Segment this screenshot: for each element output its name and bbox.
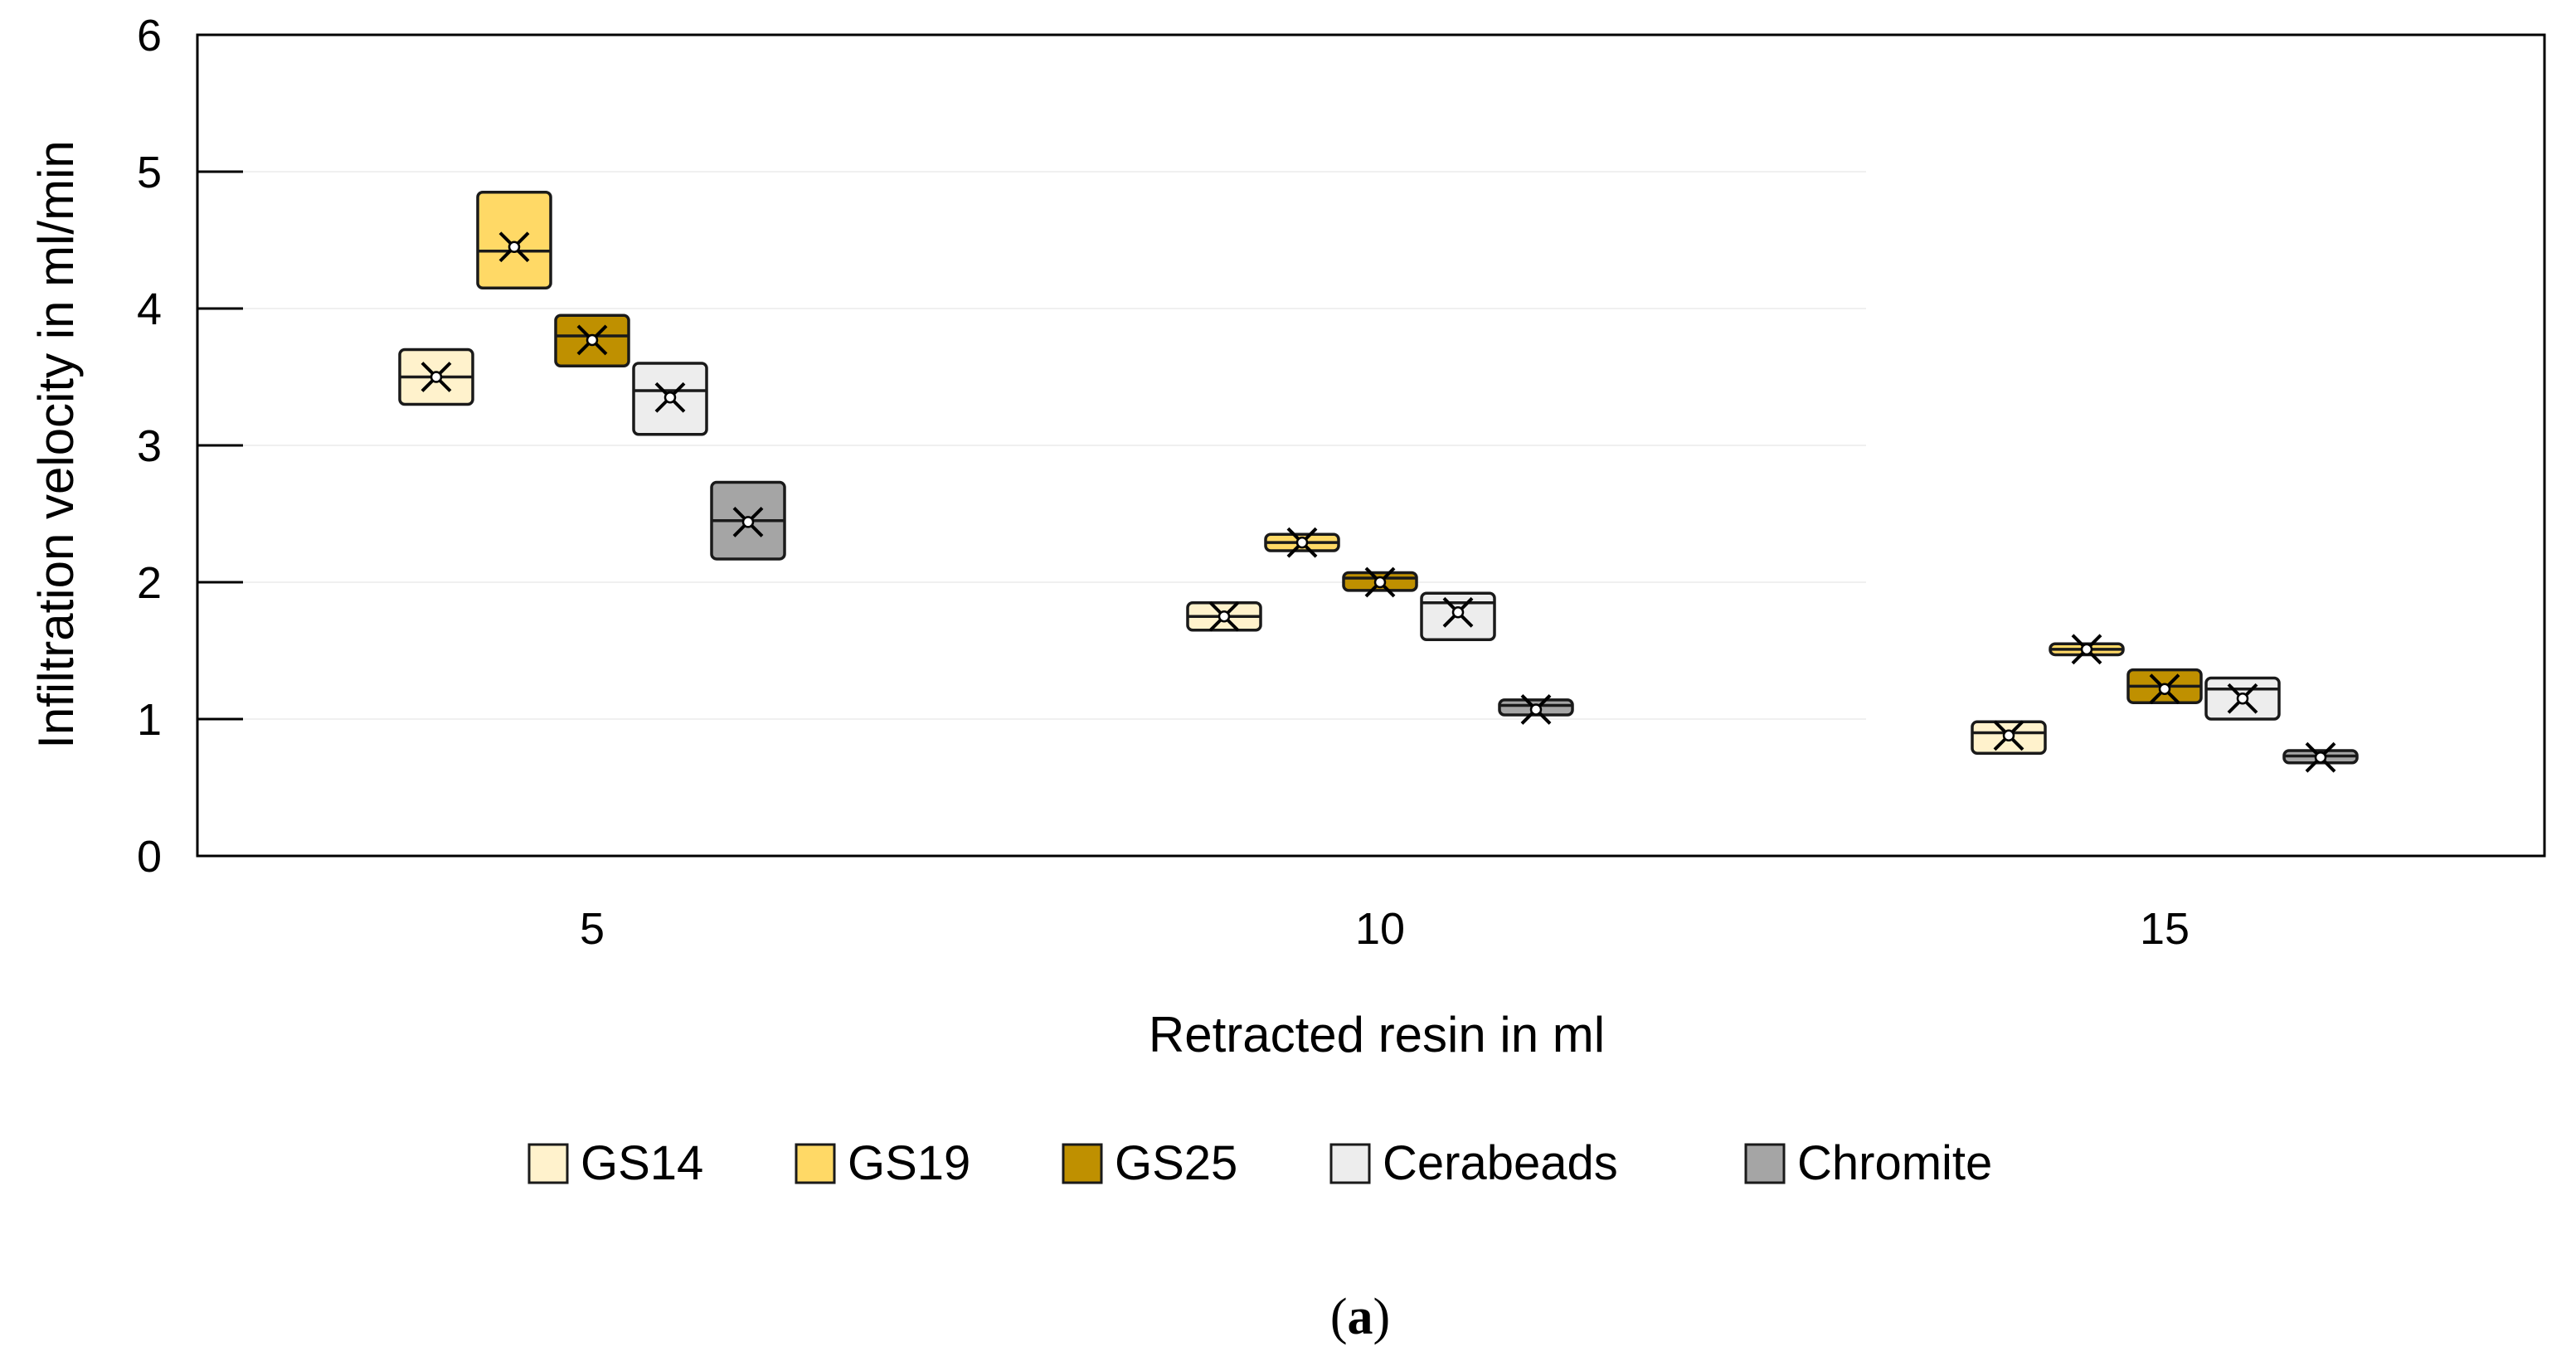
box-gs25-5	[554, 314, 630, 368]
box-gs19-15	[2049, 634, 2125, 665]
x-tick-label: 5	[580, 904, 605, 954]
box-gs19-5	[476, 191, 552, 289]
boxes	[398, 191, 2359, 773]
legend-item: GS25	[1062, 1136, 1237, 1190]
y-tick-label: 4	[137, 284, 162, 334]
outlier-point	[741, 516, 755, 528]
y-axis-title: Infiltration velocity in ml/min	[28, 140, 84, 749]
legend-item: Chromite	[1744, 1136, 1992, 1190]
x-axis: 5 10 15	[580, 904, 2190, 954]
legend-label: GS25	[1115, 1136, 1237, 1190]
outlier-point	[2002, 729, 2015, 742]
gridlines	[197, 171, 1866, 720]
box-gs19-10	[1264, 527, 1340, 558]
legend-swatch	[1744, 1143, 1786, 1184]
y-tick-label: 2	[137, 558, 162, 608]
outlier-point	[586, 333, 599, 347]
figure-caption: (a)	[1330, 1289, 1390, 1345]
outlier-point	[508, 241, 521, 253]
legend-swatch	[527, 1143, 569, 1184]
y-tick-label: 1	[137, 695, 162, 745]
y-tick-label: 0	[137, 832, 162, 882]
outlier-point	[1451, 606, 1465, 619]
y-tick-label: 3	[137, 421, 162, 471]
outlier-point	[1373, 576, 1387, 589]
x-axis-title: Retracted resin in ml	[1149, 1007, 1605, 1062]
y-axis: 0 1 2 3 4 5 6	[137, 11, 243, 882]
outlier-point	[2080, 643, 2093, 656]
outlier-point	[1529, 703, 1543, 716]
box-cerabeads-15	[2204, 676, 2281, 721]
box-gs14-15	[1971, 720, 2047, 755]
legend-item: GS14	[527, 1136, 703, 1190]
legend-item: GS19	[795, 1136, 970, 1190]
box-body	[476, 191, 552, 289]
outlier-point	[430, 371, 443, 383]
legend-label: Cerabeads	[1383, 1136, 1618, 1190]
legend-swatch	[795, 1143, 836, 1184]
box-gs14-10	[1186, 600, 1262, 632]
outlier-point	[2314, 751, 2327, 764]
box-cerabeads-10	[1420, 591, 1496, 642]
legend: GS14 GS19 GS25 Cerabeads Chromite	[527, 1136, 1992, 1190]
x-tick-label: 15	[2140, 904, 2190, 954]
box-chromite-5	[710, 480, 786, 561]
box-cerabeads-5	[632, 362, 708, 436]
y-tick-label: 5	[137, 148, 162, 197]
outlier-point	[2158, 683, 2171, 695]
box-chromite-15	[2282, 741, 2359, 773]
legend-label: Chromite	[1797, 1136, 1992, 1190]
outlier-point	[2236, 693, 2249, 705]
outlier-point	[663, 391, 677, 404]
x-tick-label: 10	[1355, 904, 1405, 954]
box-chromite-10	[1498, 694, 1574, 725]
y-tick-label: 6	[137, 11, 162, 61]
legend-label: GS19	[848, 1136, 970, 1190]
legend-label: GS14	[581, 1136, 703, 1190]
box-gs25-10	[1342, 566, 1418, 598]
caption-label: a	[1348, 1289, 1373, 1345]
box-gs14-5	[398, 348, 474, 406]
outlier-point	[1218, 610, 1231, 623]
legend-swatch	[1329, 1143, 1371, 1184]
legend-item: Cerabeads	[1329, 1136, 1618, 1190]
box-gs25-15	[2126, 668, 2203, 705]
outlier-point	[1295, 536, 1309, 549]
legend-swatch	[1062, 1143, 1103, 1184]
